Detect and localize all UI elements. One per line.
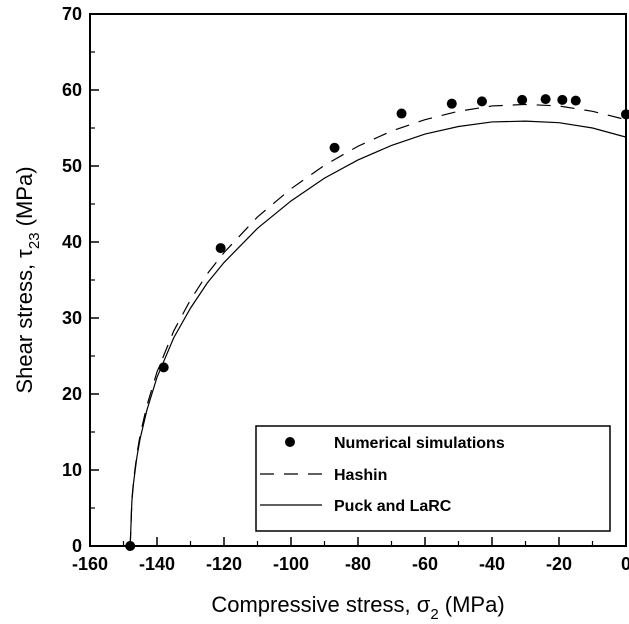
axis-ticks (89, 13, 627, 547)
y-tick-label: 30 (62, 308, 82, 328)
x-tick-label: -120 (206, 554, 242, 574)
data-point (621, 109, 629, 120)
x-tick-label: -140 (139, 554, 175, 574)
x-axis-label: Compressive stress, σ2 (MPa) (211, 592, 504, 623)
y-tick-label: 40 (62, 232, 82, 252)
y-tick-label: 60 (62, 80, 82, 100)
x-tick-label: -160 (72, 554, 108, 574)
x-tick-label: 0 (621, 554, 629, 574)
y-tick-label: 10 (62, 460, 82, 480)
data-point (557, 94, 568, 105)
y-tick-label: 0 (72, 536, 82, 556)
data-point (446, 98, 457, 109)
data-point (158, 362, 169, 373)
series-curves (129, 103, 627, 547)
x-tick-label: -20 (546, 554, 572, 574)
series-line-2 (129, 120, 627, 547)
data-point (540, 94, 551, 105)
legend-label-puck: Puck and LaRC (334, 498, 452, 515)
data-point (517, 94, 528, 105)
data-point (329, 142, 340, 153)
x-tick-label: -40 (479, 554, 505, 574)
y-tick-label: 20 (62, 384, 82, 404)
legend: Numerical simulations Hashin Puck and La… (255, 425, 611, 532)
x-tick-label: -100 (273, 554, 309, 574)
series-line-1 (129, 103, 627, 547)
x-tick-label: -60 (412, 554, 438, 574)
legend-marker-numerical (285, 437, 295, 447)
series-points (125, 94, 629, 551)
data-point (476, 96, 487, 107)
legend-label-numerical: Numerical simulations (334, 435, 505, 452)
data-point (396, 108, 407, 119)
legend-box (255, 425, 611, 532)
legend-label-hashin: Hashin (334, 467, 387, 484)
data-point (570, 95, 581, 106)
y-tick-label: 70 (62, 4, 82, 24)
data-point (125, 541, 136, 551)
y-axis-label: Shear stress, τ23 (MPa) (12, 166, 43, 393)
y-tick-label: 50 (62, 156, 82, 176)
axis-tick-labels: -160 -140 -120 -100 -80 -60 -40 -20 0 0 10 20 30 40 50… (62, 4, 629, 574)
data-point (215, 243, 226, 254)
x-tick-label: -80 (345, 554, 371, 574)
